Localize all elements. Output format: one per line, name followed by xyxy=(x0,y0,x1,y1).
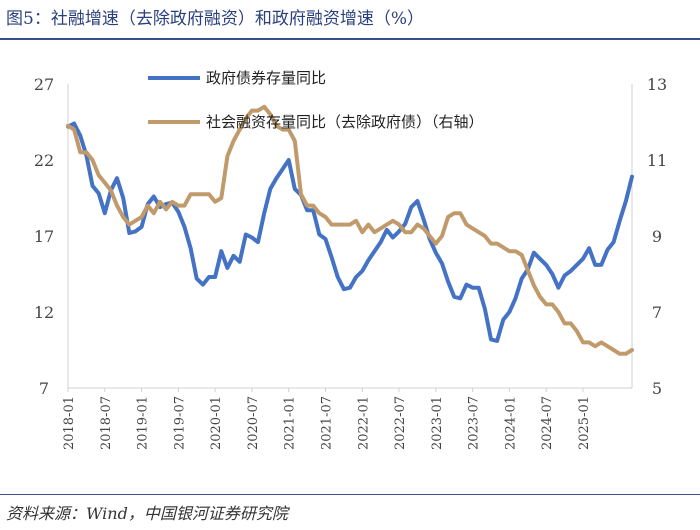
chart-axes: 7 12 17 22 27 5 7 9 11 13 2018-01 2018-07 2019-01 201… xyxy=(34,75,667,450)
source-rule xyxy=(0,494,700,495)
right-axis-tick-label: 13 xyxy=(647,75,667,94)
right-axis-tick-label: 11 xyxy=(647,151,667,170)
left-axis-tick-label: 7 xyxy=(39,379,49,398)
x-axis-tick-label: 2019-01 xyxy=(136,396,151,450)
series-line-tsf-ex-gov xyxy=(66,104,634,356)
legend-label: 政府债券存量同比 xyxy=(206,69,326,87)
legend-label: 社会融资存量同比（去除政府债）（右轴） xyxy=(206,113,484,131)
left-axis-tick-label: 27 xyxy=(34,75,54,94)
left-axis-tick-label: 12 xyxy=(34,303,54,322)
right-axis-tick-label: 9 xyxy=(652,227,662,246)
x-axis-tick-label: 2024-01 xyxy=(503,396,518,450)
x-axis-tick-label: 2022-01 xyxy=(356,396,371,450)
x-axis-tick-label: 2020-07 xyxy=(246,396,261,450)
x-axis-tick-label: 2023-01 xyxy=(430,396,445,450)
chart-title: 图5：社融增速（去除政府融资）和政府融资增速（%） xyxy=(6,9,424,29)
left-axis-tick-label: 22 xyxy=(34,151,54,170)
x-axis-tick-label: 2018-01 xyxy=(62,396,77,450)
title-rule xyxy=(0,38,700,40)
left-axis-tick-label: 17 xyxy=(34,227,54,246)
x-axis-tick-label: 2024-07 xyxy=(540,396,555,450)
x-axis-tick-label: 2021-01 xyxy=(283,396,298,450)
line-chart: 7 12 17 22 27 5 7 9 11 13 2018-01 2018-07 2019-01 201… xyxy=(34,69,667,450)
x-axis-tick-label: 2018-07 xyxy=(99,396,114,450)
x-axis-tick-label: 2020-01 xyxy=(209,396,224,450)
x-axis-tick-label: 2021-07 xyxy=(319,396,334,450)
right-axis-tick-label: 5 xyxy=(652,379,662,398)
right-axis-tick-label: 7 xyxy=(652,303,662,322)
x-axis-tick-label: 2022-07 xyxy=(393,396,408,450)
chart-series xyxy=(66,104,634,356)
x-axis-tick-label: 2025-01 xyxy=(577,396,592,450)
x-axis-tick-label: 2023-07 xyxy=(467,396,482,450)
series-line-gov-bond xyxy=(66,121,634,343)
source-note: 资料来源：Wind，中国银河证券研究院 xyxy=(6,504,288,523)
x-axis-tick-label: 2019-07 xyxy=(172,396,187,450)
